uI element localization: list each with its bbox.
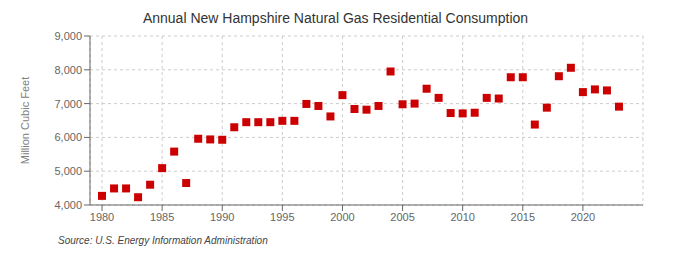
svg-text:1985: 1985 xyxy=(150,211,174,223)
svg-text:1990: 1990 xyxy=(210,211,234,223)
svg-text:2010: 2010 xyxy=(450,211,474,223)
svg-text:4,000: 4,000 xyxy=(54,199,82,211)
svg-text:2000: 2000 xyxy=(330,211,354,223)
html-text:Annual New Hampshire Natural G: Annual New Hampshire Natural Gas Residen… xyxy=(142,10,529,26)
svg-text:8,000: 8,000 xyxy=(54,64,82,76)
svg-text:7,000: 7,000 xyxy=(54,98,82,110)
svg-text:1980: 1980 xyxy=(90,211,114,223)
svg-text:2005: 2005 xyxy=(390,211,414,223)
svg-text:9,000: 9,000 xyxy=(54,30,82,42)
svg-text:Million Cubic Feet: Million Cubic Feet xyxy=(19,77,31,164)
svg-text:5,000: 5,000 xyxy=(54,165,82,177)
svg-text:1995: 1995 xyxy=(270,211,294,223)
svg-text:2015: 2015 xyxy=(511,211,535,223)
html-text:Source: U.S. Energy Informatio: Source: U.S. Energy Information Administ… xyxy=(58,235,268,246)
svg-text:6,000: 6,000 xyxy=(54,131,82,143)
svg-text:2020: 2020 xyxy=(571,211,595,223)
